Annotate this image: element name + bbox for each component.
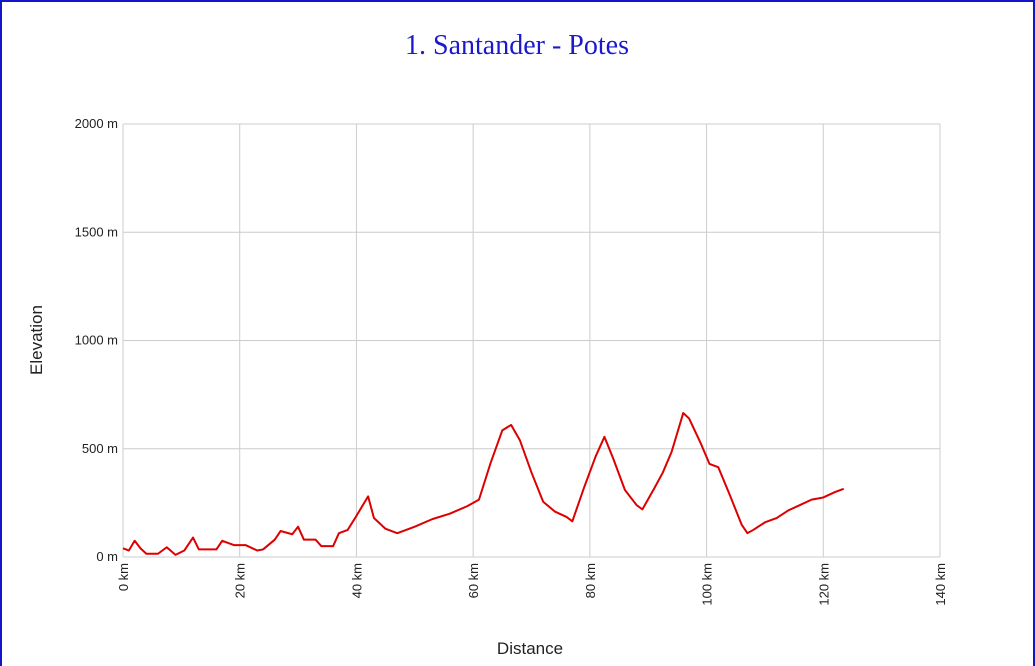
y-tick-label: 0 m bbox=[96, 549, 118, 564]
x-tick-label: 40 km bbox=[349, 563, 364, 598]
y-tick-label: 2000 m bbox=[75, 116, 118, 131]
x-tick-label: 20 km bbox=[233, 563, 248, 598]
x-tick-label: 140 km bbox=[933, 563, 948, 606]
elevation-line bbox=[122, 412, 845, 556]
y-tick-label: 1000 m bbox=[75, 333, 118, 348]
x-tick-label: 120 km bbox=[816, 563, 831, 606]
x-tick-label: 100 km bbox=[700, 563, 715, 606]
chart-title: 1. Santander - Potes bbox=[405, 30, 629, 61]
y-tick-label: 500 m bbox=[82, 441, 118, 456]
x-tick-label: 80 km bbox=[583, 563, 598, 598]
y-tick-label: 1500 m bbox=[75, 224, 118, 239]
x-tick-label: 60 km bbox=[466, 563, 481, 598]
x-tick-label: 0 km bbox=[116, 563, 131, 591]
y-axis-label: Elevation bbox=[27, 305, 46, 375]
x-axis-label: Distance bbox=[497, 639, 563, 658]
